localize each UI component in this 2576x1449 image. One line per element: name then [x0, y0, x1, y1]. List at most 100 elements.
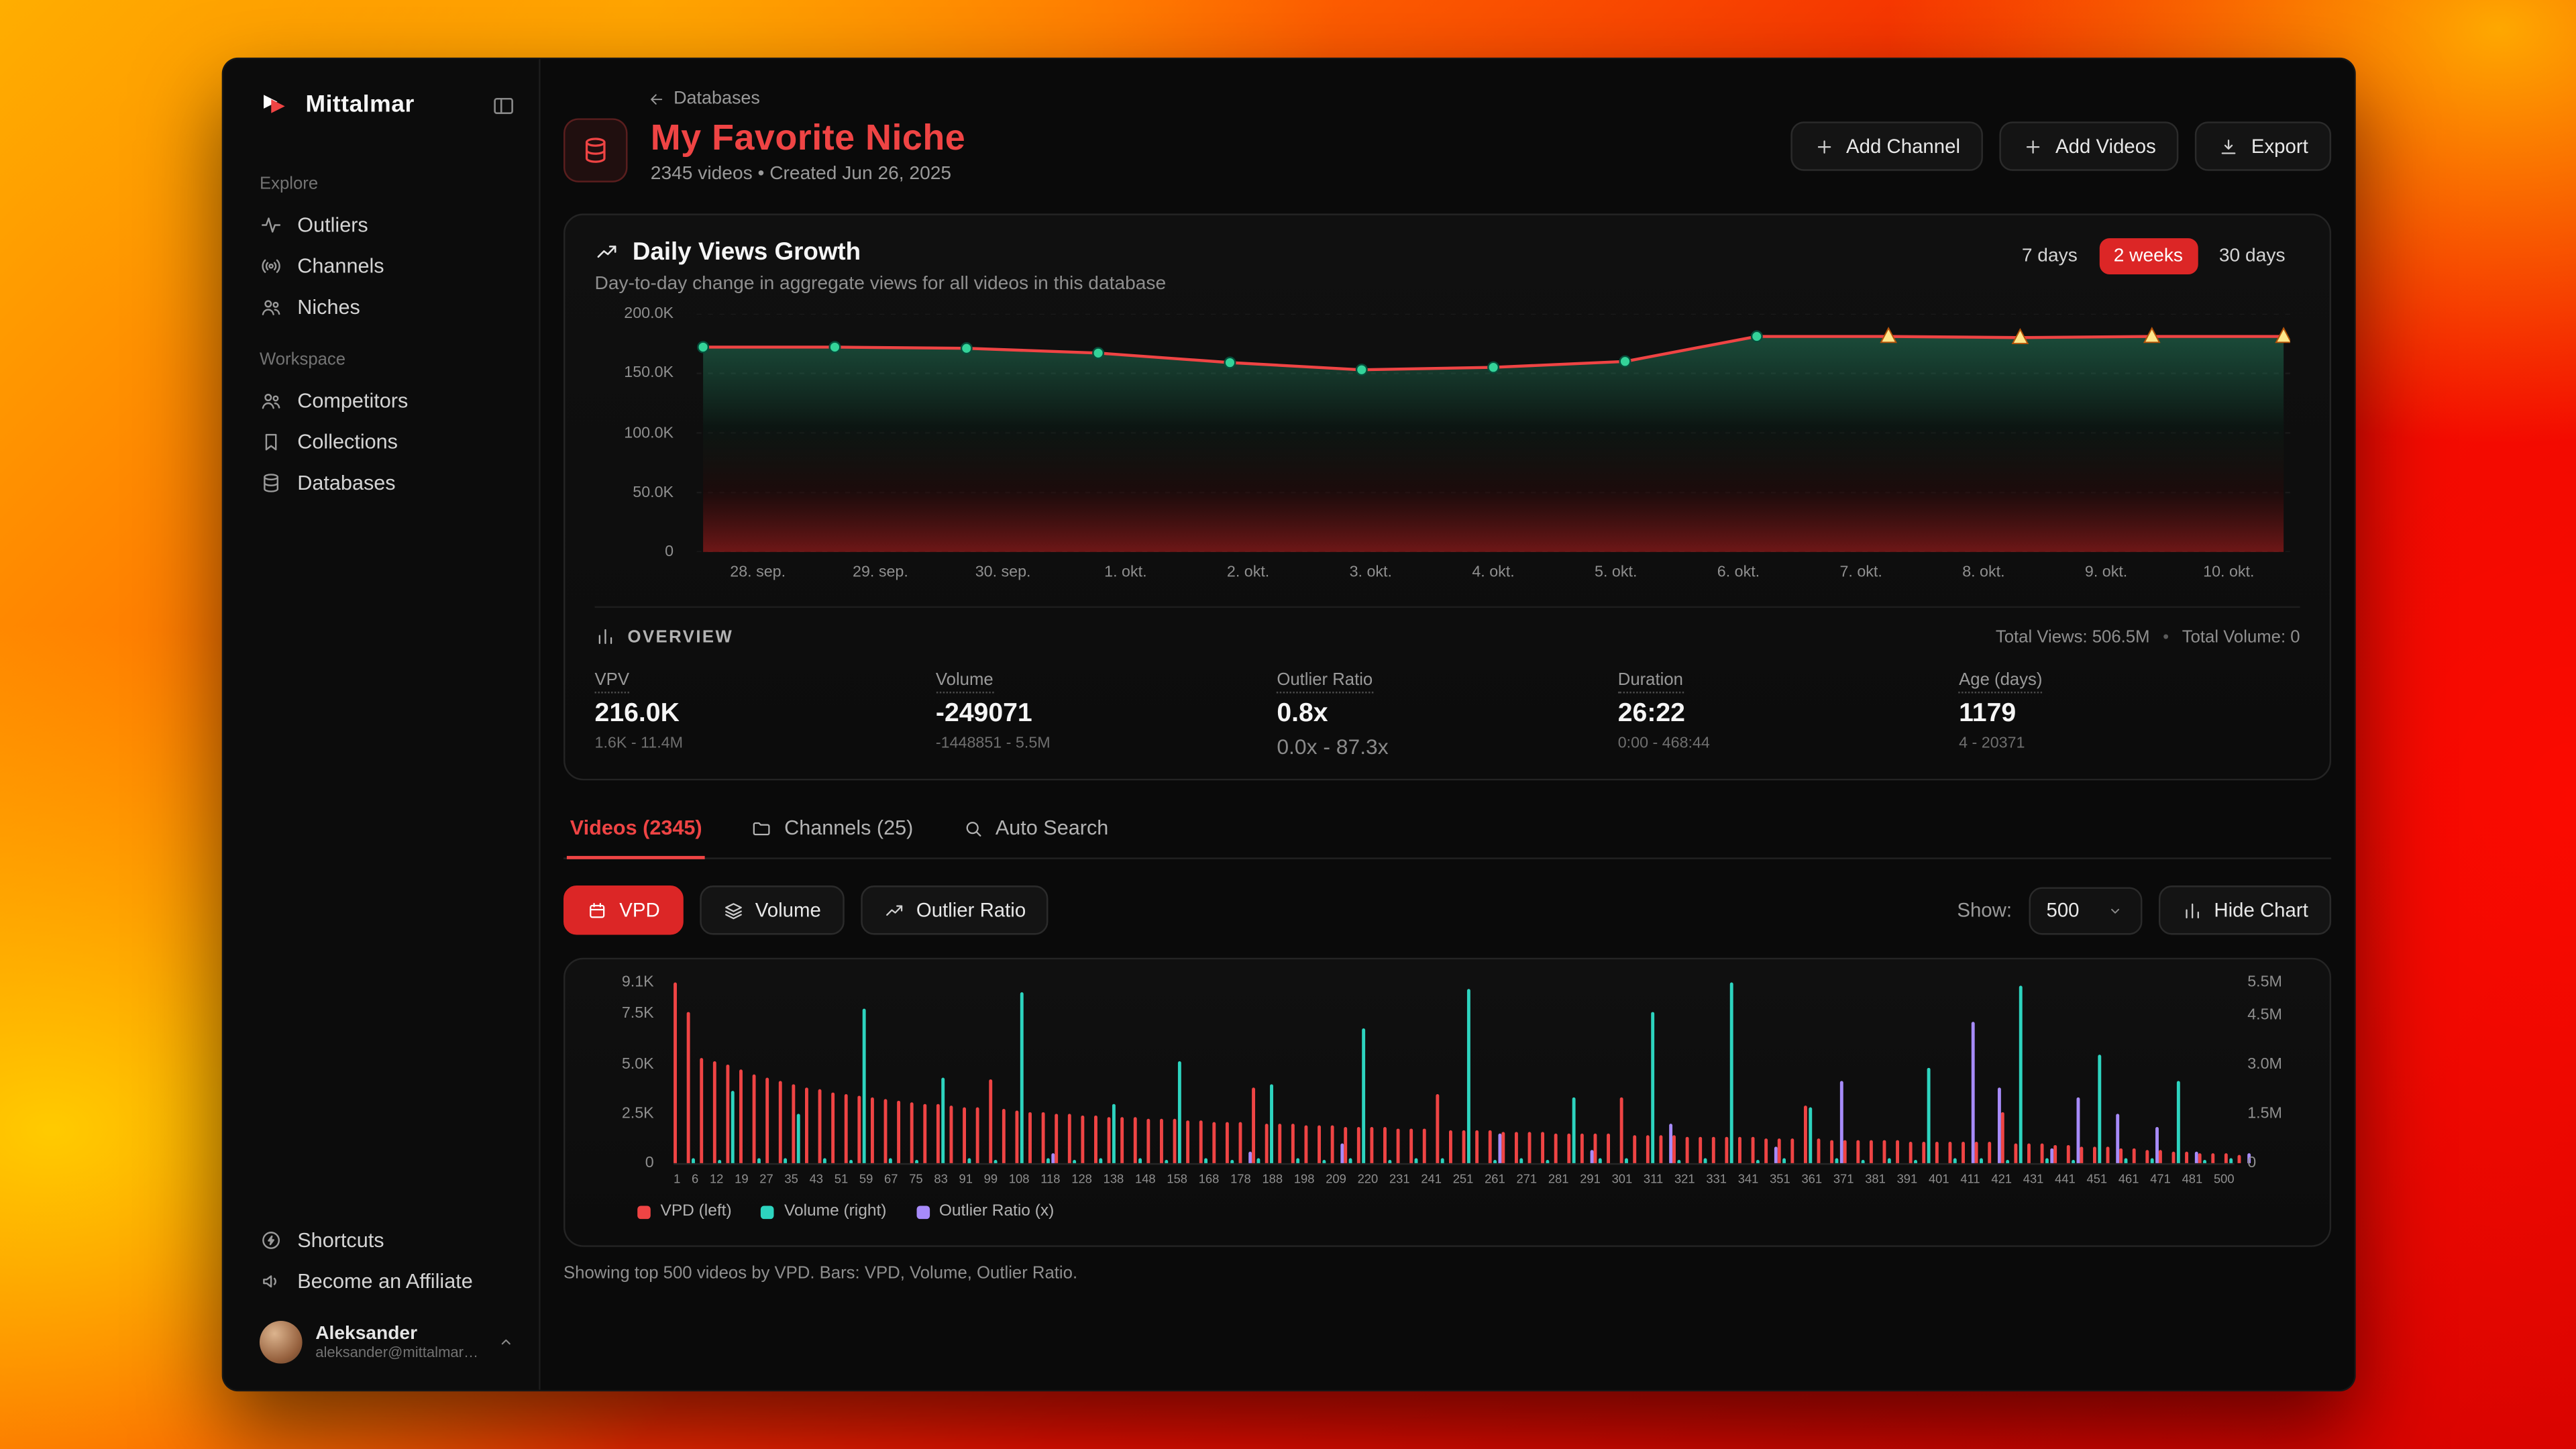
metric-button-vpd[interactable]: VPD [564, 885, 684, 935]
bar-group [1790, 982, 1804, 1163]
sidebar-item-label: Collections [297, 429, 398, 453]
bar-group [1475, 982, 1489, 1163]
chevron-down-icon [2106, 901, 2124, 919]
bar-x-tick: 83 [934, 1171, 948, 1187]
sidebar-item-databases[interactable]: Databases [260, 462, 516, 502]
sidebar-item-affiliate[interactable]: Become an Affiliate [260, 1260, 516, 1301]
bar-group [1619, 982, 1633, 1163]
bar-group [1699, 982, 1712, 1163]
plus-icon [2023, 136, 2044, 157]
bar-x-tick: 341 [1737, 1171, 1759, 1187]
videos-bar-chart[interactable] [674, 982, 2251, 1165]
daily-views-chart[interactable]: 200.0K 150.0K 100.0K 50.0K 0 28. sep. 29. sep… [595, 305, 2300, 587]
tab-auto-search[interactable]: Auto Search [959, 816, 1112, 859]
plus-icon [1813, 136, 1835, 157]
page-header: Databases My Favorite Niche 2345 videos … [564, 89, 2332, 184]
chart-toolbar: VPD Volume Outlier Ratio Show: 500 Hide Ch… [564, 885, 2332, 935]
bar-x-tick: 371 [1833, 1171, 1854, 1187]
bar-x-tick: 1 [674, 1171, 681, 1187]
show-count-select[interactable]: 500 [2028, 886, 2142, 934]
breadcrumb-label: Databases [674, 89, 760, 109]
bar-x-tick: 311 [1643, 1171, 1664, 1187]
show-label: Show: [1957, 898, 2012, 922]
bar-group [2093, 982, 2106, 1163]
range-button-2-weeks[interactable]: 2 weeks [2098, 238, 2198, 274]
trending-up-icon [595, 240, 620, 265]
bar-group [2000, 982, 2015, 1163]
bar-x-tick: 281 [1548, 1171, 1569, 1187]
search-icon [963, 817, 984, 839]
bar-group [870, 982, 884, 1163]
sidebar-item-label: Outliers [297, 213, 368, 236]
legend-swatch [916, 1205, 930, 1218]
sidebar-collapse-icon[interactable] [491, 93, 516, 117]
bar-group [1962, 982, 1975, 1163]
bar-group [805, 982, 818, 1163]
bar-group [2198, 982, 2212, 1163]
sidebar-item-collections[interactable]: Collections [260, 421, 516, 462]
export-button[interactable]: Export [2195, 121, 2332, 171]
bar-x-axis-labels: 1 6 12 19 27 35 43 51 59 67 75 83 91 99 108 118 128 138 14… [674, 1171, 2235, 1186]
metric-label: Volume [755, 898, 821, 922]
trending-up-icon [883, 900, 905, 921]
bar-group [1422, 982, 1436, 1163]
metric-button-volume[interactable]: Volume [699, 885, 845, 935]
user-menu[interactable]: Aleksander aleksander@mittalmarhq.... [259, 1320, 516, 1364]
broadcast-icon [260, 254, 282, 276]
breadcrumb[interactable]: Databases [647, 89, 965, 109]
right-axis-labels: 5.5M 4.5M 3.0M 1.5M 0 [2238, 973, 2310, 1172]
bar-x-tick: 138 [1103, 1171, 1124, 1187]
layers-icon [722, 900, 744, 921]
bar-x-tick: 271 [1516, 1171, 1538, 1187]
range-button-7-days[interactable]: 7 days [2007, 238, 2092, 274]
sidebar-item-channels[interactable]: Channels [260, 245, 516, 286]
range-button-30-days[interactable]: 30 days [2204, 238, 2300, 274]
tab-channels-25[interactable]: Channels (25) [748, 816, 916, 859]
x-axis-labels: 28. sep. 29. sep. 30. sep. 1. okt. 2. okt. 3.… [696, 564, 2290, 582]
metric-button-outlier-ratio[interactable]: Outlier Ratio [860, 885, 1049, 935]
bar-group [1764, 982, 1778, 1163]
bar-group [857, 982, 871, 1163]
x-tick: 28. sep. [730, 564, 786, 582]
right-axis-tick: 5.5M [2247, 973, 2282, 991]
tab-videos-2345[interactable]: Videos (2345) [566, 816, 706, 859]
bar-x-tick: 75 [909, 1171, 923, 1187]
bar-group [1186, 982, 1199, 1163]
sidebar-item-niches[interactable]: Niches [260, 286, 516, 327]
x-tick: 5. okt. [1595, 564, 1638, 582]
bar-group [923, 982, 936, 1163]
bar-x-tick: 401 [1928, 1171, 1949, 1187]
chart-legend: VPD (left) Volume (right) Outlier Ratio (x… [637, 1203, 1054, 1221]
bar-group [1055, 982, 1068, 1163]
bar-group [1107, 982, 1121, 1163]
legend-swatch [637, 1205, 651, 1218]
add-channel-button[interactable]: Add Channel [1790, 121, 1984, 171]
add-videos-button[interactable]: Add Videos [1999, 121, 2180, 171]
bar-group [1685, 982, 1699, 1163]
bar-group [1265, 982, 1279, 1163]
bar-group [844, 982, 858, 1163]
bar-group [1882, 982, 1896, 1163]
overview-totals: Total Views: 506.5M • Total Volume: 0 [1996, 627, 2300, 646]
bar-group [1159, 982, 1173, 1163]
bar-group [2014, 982, 2027, 1163]
database-tile [564, 118, 628, 182]
bookmark-icon [260, 429, 282, 452]
chevron-up-icon [496, 1332, 516, 1352]
stat-label: Age (days) [1959, 670, 2043, 694]
stat-range: 1.6K - 11.4M [594, 734, 684, 753]
bar-x-tick: 291 [1580, 1171, 1601, 1187]
bar-group [1173, 982, 1187, 1163]
sidebar-item-competitors[interactable]: Competitors [260, 380, 516, 421]
bar-group [1002, 982, 1016, 1163]
bar-group [1567, 982, 1580, 1163]
bar-x-tick: 148 [1134, 1171, 1156, 1187]
sidebar-item-shortcuts[interactable]: Shortcuts [260, 1219, 516, 1260]
hide-chart-button[interactable]: Hide Chart [2158, 885, 2332, 935]
bar-group [1278, 982, 1291, 1163]
right-axis-tick: 3.0M [2247, 1055, 2282, 1074]
bar-group [1146, 982, 1160, 1163]
sidebar-item-outliers[interactable]: Outliers [260, 204, 516, 245]
bar-group [1238, 982, 1252, 1163]
bar-group [1067, 982, 1081, 1163]
